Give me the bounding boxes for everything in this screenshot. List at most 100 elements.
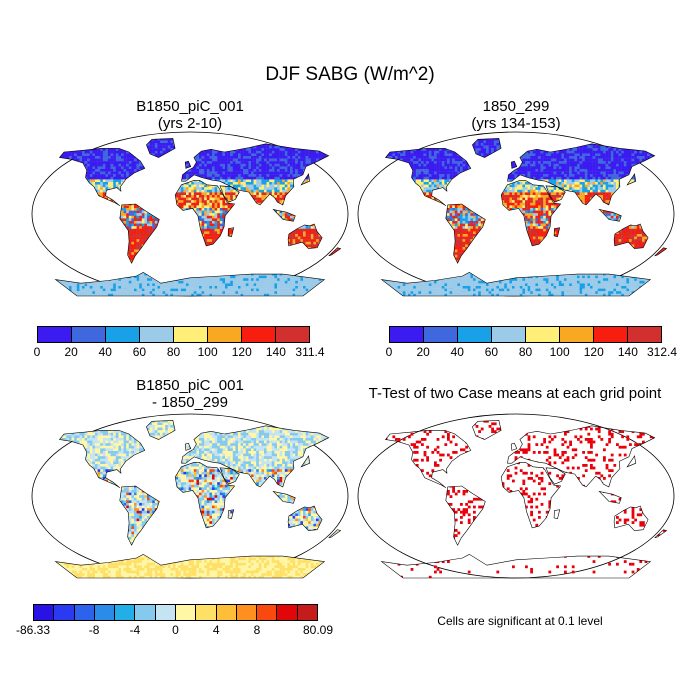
coastline-uk bbox=[184, 160, 192, 169]
colorbar-swatch bbox=[175, 605, 197, 620]
colorbar-top-right-labels: 0 20 40 60 80 100 120 140 312.4 bbox=[386, 345, 677, 361]
coastline-eurasia bbox=[181, 143, 330, 206]
coastline-arabia bbox=[219, 467, 240, 485]
coastline-madagascar bbox=[553, 509, 561, 520]
colorbar-tick-label: 40 bbox=[99, 345, 112, 359]
coastline-samerica bbox=[445, 203, 486, 264]
coastline-namerica bbox=[384, 430, 472, 489]
colorbar-tick-label: 100 bbox=[198, 345, 218, 359]
colorbar-tick-label: 60 bbox=[485, 345, 498, 359]
coastline-australia bbox=[613, 505, 649, 531]
coastline-greenland bbox=[472, 138, 502, 158]
colorbar-tick-label: 8 bbox=[254, 623, 261, 637]
colorbar-swatch bbox=[216, 605, 237, 620]
panel-title-line2: (yrs 2-10) bbox=[30, 115, 350, 132]
colorbar-swatch bbox=[34, 605, 55, 620]
colorbar-swatch bbox=[115, 605, 136, 620]
coastline-indonesia bbox=[598, 208, 622, 222]
significance-note: Cells are significant at 0.1 level bbox=[360, 614, 680, 628]
coastline-indonesia bbox=[272, 208, 296, 222]
panel-title-bottom-right: T-Test of two Case means at each grid po… bbox=[340, 385, 690, 402]
coastline-nz bbox=[654, 529, 668, 539]
colorbar-swatch bbox=[135, 605, 156, 620]
colorbar-tick-label: 140 bbox=[266, 345, 286, 359]
coastline-africa bbox=[174, 462, 236, 529]
coastline-australia bbox=[287, 505, 323, 531]
coastline-japan bbox=[300, 455, 311, 468]
coastline-antarctica bbox=[380, 553, 652, 579]
panel-title-top-right: 1850_299 (yrs 134-153) bbox=[356, 98, 676, 132]
colorbar-swatch bbox=[74, 605, 95, 620]
colorbar-swatch bbox=[277, 605, 298, 620]
colorbar-top-right bbox=[389, 326, 662, 343]
map-difference bbox=[31, 413, 349, 579]
colorbar-difference bbox=[33, 604, 318, 621]
coastline-namerica bbox=[58, 430, 146, 489]
colorbar-tick-label: 80 bbox=[519, 345, 532, 359]
colorbar-swatch bbox=[174, 327, 208, 342]
colorbar-top-left-labels: 0 20 40 60 80 100 120 140 311.4 bbox=[34, 345, 325, 361]
panel-title-bottom-left: B1850_piC_001 - 1850_299 bbox=[30, 377, 350, 411]
coastline-uk bbox=[510, 442, 518, 451]
panel-title-line1: T-Test of two Case means at each grid po… bbox=[340, 385, 690, 402]
colorbar-tick-label: 120 bbox=[232, 345, 252, 359]
colorbar-tick-label: 60 bbox=[133, 345, 146, 359]
colorbar-tick-label: 4 bbox=[213, 623, 220, 637]
colorbar-swatch bbox=[54, 605, 75, 620]
colorbar-swatch bbox=[424, 327, 458, 342]
coastline-greenland bbox=[472, 420, 502, 440]
colorbar-swatch bbox=[155, 605, 176, 620]
coastline-samerica bbox=[445, 485, 486, 546]
panel-title-line1: B1850_piC_001 bbox=[30, 98, 350, 115]
colorbar-swatch bbox=[390, 327, 424, 342]
coastline-japan bbox=[300, 173, 311, 186]
coastline-nz bbox=[328, 247, 342, 257]
coastline-africa bbox=[500, 462, 562, 529]
colorbar-tick-label: 20 bbox=[64, 345, 77, 359]
coastline-japan bbox=[626, 173, 637, 186]
colorbar-swatch bbox=[594, 327, 628, 342]
colorbar-swatch bbox=[72, 327, 106, 342]
coastline-nz bbox=[654, 247, 668, 257]
coastline-arabia bbox=[545, 185, 566, 203]
colorbar-tick-label: 100 bbox=[550, 345, 570, 359]
coastline-uk bbox=[184, 442, 192, 451]
colorbar-top-left bbox=[37, 326, 310, 343]
colorbar-swatch bbox=[242, 327, 276, 342]
colorbar-swatch bbox=[38, 327, 72, 342]
coastline-samerica bbox=[119, 203, 160, 264]
colorbar-swatch bbox=[297, 605, 317, 620]
panel-title-line2: (yrs 134-153) bbox=[356, 115, 676, 132]
coastline-madagascar bbox=[553, 227, 561, 238]
colorbar-swatch bbox=[208, 327, 242, 342]
colorbar-tick-label: 140 bbox=[618, 345, 638, 359]
colorbar-tick-label: 0 bbox=[386, 345, 393, 359]
coastline-africa bbox=[500, 180, 562, 247]
colorbar-tick-label: 120 bbox=[584, 345, 604, 359]
coastline-arabia bbox=[219, 185, 240, 203]
colorbar-swatch bbox=[526, 327, 560, 342]
colorbar-swatch bbox=[492, 327, 526, 342]
coastline-arabia bbox=[545, 467, 566, 485]
figure-title: DJF SABG (W/m^2) bbox=[0, 64, 700, 86]
coastline-uk bbox=[510, 160, 518, 169]
colorbar-swatch bbox=[106, 327, 140, 342]
panel-title-line1: B1850_piC_001 bbox=[30, 377, 350, 394]
panel-title-line1: 1850_299 bbox=[356, 98, 676, 115]
colorbar-swatch bbox=[458, 327, 492, 342]
colorbar-swatch bbox=[140, 327, 174, 342]
colorbar-swatch bbox=[94, 605, 116, 620]
colorbar-tick-label: 20 bbox=[416, 345, 429, 359]
colorbar-swatch bbox=[236, 605, 258, 620]
coastline-madagascar bbox=[227, 227, 235, 238]
colorbar-swatch bbox=[628, 327, 661, 342]
colorbar-tick-label: -4 bbox=[129, 623, 140, 637]
coastline-greenland bbox=[146, 138, 176, 158]
coastline-madagascar bbox=[227, 509, 235, 520]
colorbar-tick-label: 312.4 bbox=[647, 345, 677, 359]
colorbar-tick-label: -86.33 bbox=[16, 623, 50, 637]
coastline-antarctica bbox=[380, 271, 652, 297]
coastline-africa bbox=[174, 180, 236, 247]
coastline-indonesia bbox=[272, 490, 296, 504]
map-top-left bbox=[31, 131, 349, 297]
